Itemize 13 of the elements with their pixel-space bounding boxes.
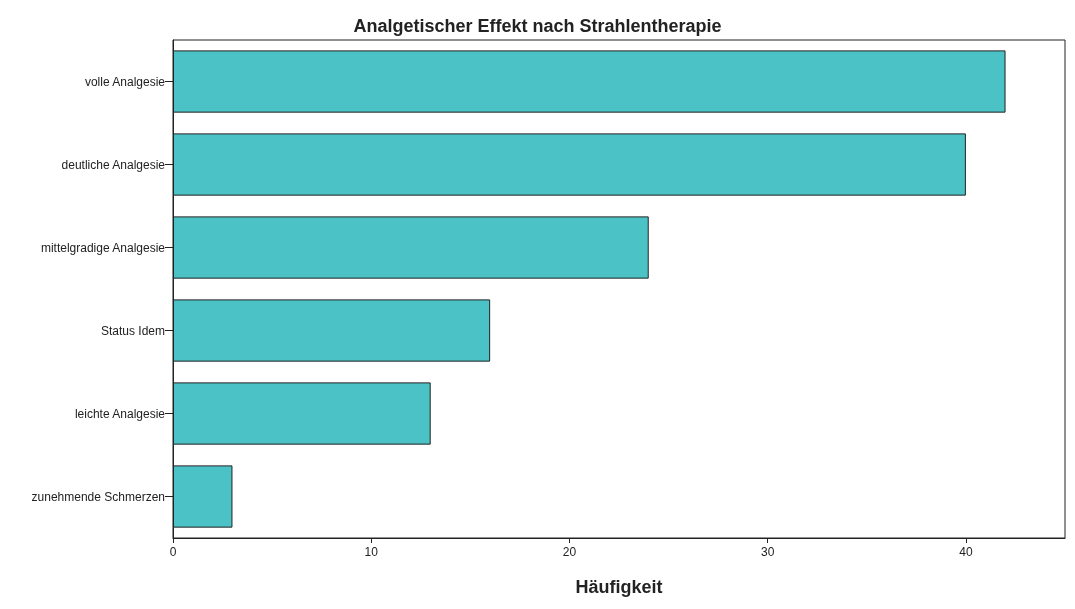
y-tick-label: volle Analgesie xyxy=(84,74,166,89)
y-tick-label: zunehmende Schmerzen xyxy=(31,489,165,504)
x-tick-label: 20 xyxy=(562,545,577,559)
x-tick-label: 30 xyxy=(760,545,775,559)
chart-title: Analgetischer Effekt nach Strahlentherapie xyxy=(353,16,722,36)
x-tick-label: 0 xyxy=(169,545,177,559)
y-tick-label: mittelgradige Analgesie xyxy=(40,240,166,255)
x-axis-title: Häufigkeit xyxy=(575,577,663,597)
y-tick-label: Status Idem xyxy=(100,323,165,338)
y-tick-label: deutliche Analgesie xyxy=(61,157,166,172)
x-tick-label: 40 xyxy=(959,545,973,559)
x-tick-label: 10 xyxy=(364,545,379,559)
y-tick-label: leichte Analgesie xyxy=(74,406,166,421)
